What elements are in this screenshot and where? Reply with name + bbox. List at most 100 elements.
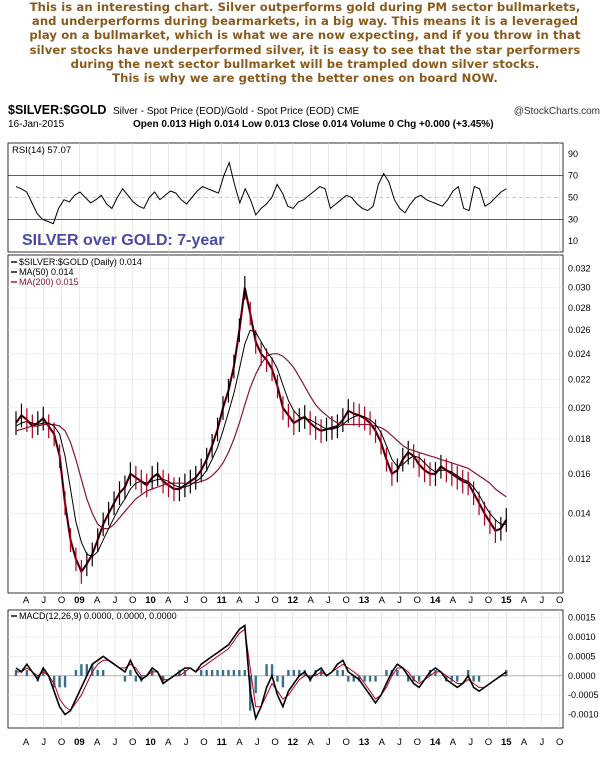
x-tick-label: 12 (288, 737, 299, 748)
x-tick-label: 13 (359, 595, 370, 606)
rsi-legend: RSI(14) 57.07 (12, 145, 71, 156)
x-tick-label: 14 (430, 595, 441, 606)
x-tick-label: O (129, 737, 136, 748)
macd-tick-label: 0.0005 (568, 651, 596, 661)
x-tick-label: 09 (74, 595, 85, 606)
commentary-line: during the next sector bullmarket will b… (70, 56, 540, 71)
x-tick-label: 15 (501, 595, 512, 606)
x-tick-label: J (326, 595, 331, 606)
rsi-tick-label: 50 (568, 193, 578, 203)
price-legend-entry: MA(50) 0.014 (19, 267, 74, 277)
x-tick-label: J (539, 737, 544, 748)
x-tick-label: J (41, 595, 46, 606)
x-tick-label: A (521, 595, 528, 606)
x-tick-label: O (129, 595, 136, 606)
x-tick-label: 09 (74, 737, 85, 748)
price-tick-label: 0.014 (568, 508, 591, 518)
x-tick-label: J (468, 595, 473, 606)
x-tick-label: O (556, 737, 563, 748)
x-tick-label: J (113, 737, 118, 748)
x-tick-label: 11 (217, 595, 228, 606)
x-tick-label: A (450, 595, 457, 606)
x-tick-label: J (397, 737, 402, 748)
rsi-tick-label: 30 (568, 214, 578, 224)
x-tick-label: 10 (145, 737, 156, 748)
rsi-tick-label: 10 (568, 236, 578, 246)
price-legend-entry: MA(200) 0.015 (19, 277, 79, 287)
x-tick-label: A (236, 737, 243, 748)
x-tick-label: A (236, 595, 243, 606)
x-tick-label: J (184, 737, 189, 748)
x-tick-label: O (414, 595, 421, 606)
price-tick-label: 0.018 (568, 434, 591, 444)
x-tick-label: A (521, 737, 528, 748)
rsi-tick-label: 70 (568, 171, 578, 181)
x-tick-label: J (397, 595, 402, 606)
x-tick-label: O (414, 737, 421, 748)
x-tick-label: O (342, 595, 349, 606)
price-tick-label: 0.026 (568, 325, 591, 335)
price-legend-entry: $SILVER:$GOLD (Daily) 0.014 (19, 257, 142, 267)
x-tick-label: O (58, 737, 65, 748)
commentary-line: play on a bullmarket, which is what we a… (29, 28, 581, 43)
x-tick-label: A (379, 737, 386, 748)
commentary-line: silver stocks have underperformed silver… (29, 42, 581, 57)
x-tick-label: 13 (359, 737, 370, 748)
x-tick-label: A (94, 595, 101, 606)
commentary-text: This is an interesting chart. Silver out… (0, 0, 610, 100)
price-tick-label: 0.028 (568, 303, 591, 313)
macd-tick-label: -0.0005 (568, 690, 599, 700)
x-tick-label: 10 (145, 595, 156, 606)
x-tick-label: A (23, 595, 30, 606)
x-tick-label: O (200, 595, 207, 606)
stock-chart: $SILVER:$GOLD Silver - Spot Price (EOD)/… (7, 103, 600, 748)
x-tick-label: 12 (288, 595, 299, 606)
price-panel-frame (7, 254, 564, 594)
x-tick-label: A (94, 737, 101, 748)
price-tick-label: 0.020 (568, 403, 591, 413)
chart-description: Silver - Spot Price (EOD)/Gold - Spot Pr… (113, 106, 359, 117)
x-tick-label: A (379, 595, 386, 606)
macd-tick-label: 0.0010 (568, 632, 596, 642)
macd-legend: MACD(12,26,9) 0.0000, 0.0000, 0.0000 (19, 611, 177, 621)
commentary-line: This is why we are getting the better on… (112, 71, 498, 86)
chart-symbol: $SILVER:$GOLD (8, 103, 106, 117)
x-tick-label: J (41, 737, 46, 748)
x-tick-label: A (450, 737, 457, 748)
price-tick-label: 0.012 (568, 554, 591, 564)
chart-date: 16-Jan-2015 (8, 119, 65, 130)
chart-quote: Open 0.013 High 0.014 Low 0.013 Close 0.… (133, 119, 494, 130)
macd-tick-label: -0.0010 (568, 709, 599, 719)
x-tick-label: A (165, 737, 172, 748)
ma200-line (15, 353, 507, 530)
x-tick-label: J (539, 595, 544, 606)
x-tick-label: 14 (430, 737, 441, 748)
x-tick-label: O (271, 737, 278, 748)
chart-panels: AAJJOO0909AAJJOO1010AAJJOO1111AAJJOO1212… (7, 142, 599, 748)
price-tick-label: 0.016 (568, 469, 591, 479)
x-tick-label: O (271, 595, 278, 606)
x-tick-label: 15 (501, 737, 512, 748)
macd-line (15, 624, 507, 721)
x-tick-label: O (342, 737, 349, 748)
macd-tick-label: 0.0015 (568, 613, 596, 623)
x-tick-label: J (255, 737, 260, 748)
x-tick-label: J (468, 737, 473, 748)
x-tick-label: A (307, 595, 314, 606)
ma50-line (15, 329, 507, 558)
x-tick-label: J (326, 737, 331, 748)
price-tick-label: 0.024 (568, 349, 591, 359)
x-tick-label: O (556, 595, 563, 606)
commentary-line: This is an interesting chart. Silver out… (29, 0, 581, 14)
x-tick-label: O (200, 737, 207, 748)
x-tick-label: J (184, 595, 189, 606)
price-tick-label: 0.032 (568, 264, 591, 274)
chart-credit: @StockCharts.com (514, 106, 600, 117)
commentary-line: and underperforms during bearmarkets, in… (31, 14, 579, 29)
chart-annotation: SILVER over GOLD: 7-year (22, 232, 224, 249)
x-tick-label: O (58, 595, 65, 606)
x-tick-label: A (165, 595, 172, 606)
x-tick-label: J (255, 595, 260, 606)
x-tick-label: J (113, 595, 118, 606)
x-tick-label: A (23, 737, 30, 748)
